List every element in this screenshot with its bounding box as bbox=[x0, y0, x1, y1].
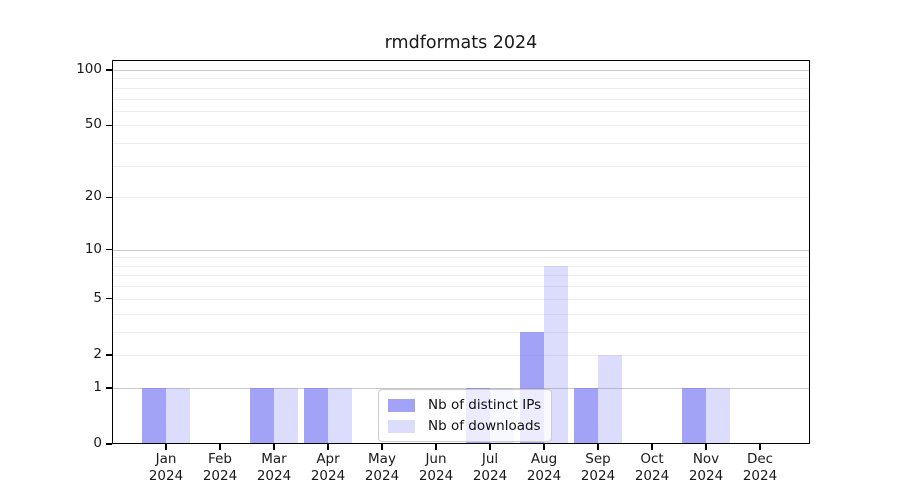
gridline-minor bbox=[113, 298, 809, 300]
x-tick-label: Jan 2024 bbox=[148, 451, 184, 484]
x-tick-label: Oct 2024 bbox=[634, 451, 670, 484]
gridline-minor bbox=[113, 98, 809, 100]
y-tick-label: 20 bbox=[84, 188, 102, 205]
gridline-minor bbox=[113, 313, 809, 315]
gridline-minor bbox=[113, 143, 809, 145]
y-axis-tick bbox=[106, 387, 112, 389]
chart-title: rmdformats 2024 bbox=[384, 33, 538, 53]
gridline-major bbox=[113, 70, 809, 71]
x-tick-label: Sep 2024 bbox=[580, 451, 616, 484]
x-tick-label: Mar 2024 bbox=[256, 451, 292, 484]
x-axis-tick bbox=[165, 444, 167, 450]
legend-swatch-downloads-icon bbox=[388, 419, 415, 433]
gridline-minor bbox=[113, 275, 809, 277]
gridline-minor bbox=[113, 125, 809, 127]
y-axis-tick bbox=[106, 69, 112, 71]
bar-downloads bbox=[274, 387, 298, 443]
legend-label-distinct-ips: Nb of distinct IPs bbox=[428, 397, 542, 413]
y-tick-label: 100 bbox=[76, 61, 102, 77]
x-tick-label: Apr 2024 bbox=[310, 451, 346, 484]
bar-distinct-ips bbox=[304, 387, 328, 443]
gridline-minor bbox=[113, 78, 809, 80]
y-tick-label: 2 bbox=[93, 345, 102, 362]
x-axis-tick bbox=[705, 444, 707, 450]
x-axis-tick bbox=[597, 444, 599, 450]
y-axis-tick bbox=[106, 124, 112, 127]
x-axis-tick bbox=[327, 444, 329, 450]
bar-downloads bbox=[328, 387, 352, 443]
x-axis-tick bbox=[759, 444, 761, 450]
x-axis-tick bbox=[435, 444, 437, 450]
gridline-minor bbox=[113, 286, 809, 288]
gridline-minor bbox=[113, 87, 809, 89]
gridline-minor bbox=[113, 265, 809, 267]
legend: Nb of distinct IPs Nb of downloads bbox=[378, 389, 553, 442]
x-tick-label: Dec 2024 bbox=[742, 451, 778, 484]
gridline-minor bbox=[113, 165, 809, 167]
bar-downloads bbox=[598, 354, 622, 443]
y-axis-tick bbox=[106, 298, 112, 300]
x-tick-label: Nov 2024 bbox=[688, 451, 724, 484]
gridline-major bbox=[113, 387, 809, 389]
x-axis-tick bbox=[381, 444, 383, 450]
bar-distinct-ips bbox=[142, 387, 166, 443]
x-axis-tick bbox=[273, 444, 275, 450]
y-tick-label: 0 bbox=[93, 435, 102, 451]
plot-frame bbox=[112, 60, 810, 444]
gridline-minor bbox=[113, 257, 809, 259]
x-axis-tick bbox=[543, 444, 545, 450]
bar-distinct-ips bbox=[574, 387, 598, 443]
y-axis-tick bbox=[106, 248, 112, 251]
bar-downloads bbox=[166, 387, 190, 443]
y-axis-tick bbox=[106, 196, 112, 198]
y-tick-label: 50 bbox=[84, 116, 102, 133]
legend-entry-distinct-ips: Nb of distinct IPs bbox=[388, 397, 541, 413]
x-tick-label: Feb 2024 bbox=[202, 451, 238, 484]
y-axis-tick bbox=[106, 354, 112, 356]
x-tick-label: Aug 2024 bbox=[526, 451, 562, 484]
x-axis-tick bbox=[489, 444, 491, 450]
bar-distinct-ips bbox=[250, 387, 274, 443]
gridline-major bbox=[113, 249, 809, 251]
y-tick-label: 10 bbox=[84, 240, 102, 257]
x-axis-tick bbox=[219, 444, 221, 450]
legend-label-downloads: Nb of downloads bbox=[428, 418, 541, 434]
legend-swatch-distinct-ips-icon bbox=[388, 398, 415, 412]
legend-entry-downloads: Nb of downloads bbox=[388, 418, 541, 434]
gridline-minor bbox=[113, 331, 809, 333]
y-tick-label: 5 bbox=[93, 289, 102, 306]
y-tick-label: 1 bbox=[93, 378, 102, 395]
x-tick-label: Jun 2024 bbox=[418, 451, 454, 484]
gridline-minor bbox=[113, 197, 809, 199]
x-tick-label: Jul 2024 bbox=[472, 451, 508, 484]
gridline-minor bbox=[113, 110, 809, 112]
bar-downloads bbox=[706, 387, 730, 443]
gridline-minor bbox=[113, 354, 809, 356]
x-tick-label: May 2024 bbox=[364, 451, 400, 484]
x-axis-tick bbox=[651, 444, 653, 450]
y-axis-tick bbox=[106, 443, 112, 445]
bar-distinct-ips bbox=[682, 387, 706, 443]
